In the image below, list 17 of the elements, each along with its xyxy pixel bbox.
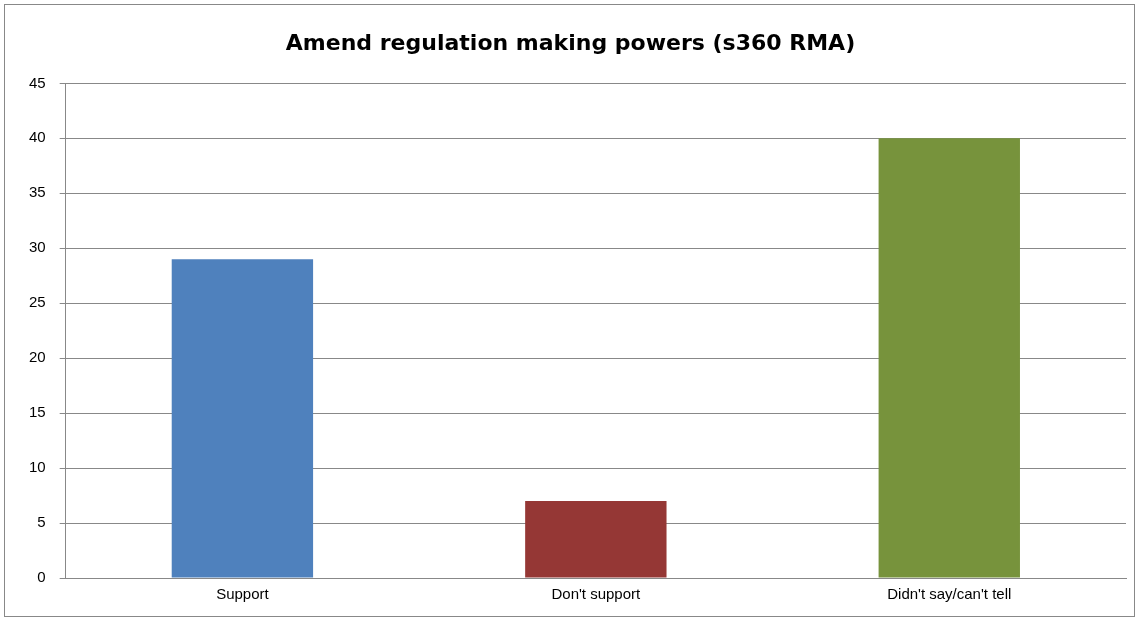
bar <box>878 138 1020 578</box>
y-tick-label: 5 <box>37 513 46 531</box>
bar <box>525 501 667 578</box>
x-tick-label: Didn't say/can't tell <box>887 585 1012 603</box>
chart-title: Amend regulation making powers (s360 RMA) <box>285 29 856 55</box>
x-tick-label: Support <box>216 585 270 603</box>
y-tick-label: 35 <box>29 183 46 201</box>
y-tick-label: 40 <box>29 128 46 146</box>
y-tick-label: 10 <box>29 458 46 476</box>
y-tick-label: 30 <box>29 238 46 256</box>
y-tick-label: 20 <box>29 348 46 366</box>
x-tick-label: Don't support <box>551 585 642 603</box>
y-tick-label: 25 <box>29 293 46 311</box>
y-tick-label: 45 <box>29 73 46 91</box>
y-tick-label: 15 <box>29 403 46 421</box>
bar <box>171 259 314 578</box>
y-tick-label: 0 <box>37 568 46 586</box>
